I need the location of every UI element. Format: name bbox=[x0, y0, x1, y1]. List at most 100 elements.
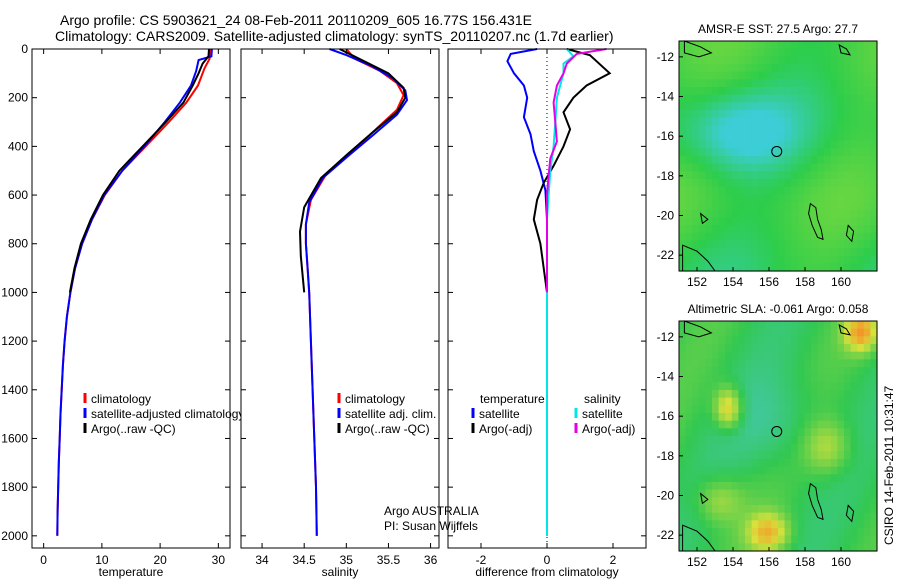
map-cell bbox=[758, 351, 766, 360]
legend-label: Argo(..raw -QC) bbox=[91, 422, 176, 436]
map-cell bbox=[811, 94, 819, 103]
map-cell bbox=[705, 110, 713, 119]
map-cell bbox=[771, 489, 779, 498]
map-cell bbox=[738, 163, 746, 172]
map-cell bbox=[718, 202, 726, 211]
map-cell bbox=[679, 140, 687, 149]
map-cell bbox=[784, 336, 792, 345]
map-cell bbox=[784, 64, 792, 73]
map-cell bbox=[863, 528, 871, 537]
map-cell bbox=[870, 194, 878, 203]
map-cell bbox=[797, 459, 805, 468]
map-cell bbox=[830, 255, 838, 264]
map-cell bbox=[797, 133, 805, 142]
map-cell bbox=[830, 397, 838, 406]
map-cell bbox=[698, 505, 706, 514]
y-tick-label: -12 bbox=[657, 330, 675, 344]
map-cell bbox=[844, 110, 852, 119]
coastline bbox=[683, 320, 713, 338]
map-cell bbox=[857, 512, 865, 521]
map-cell bbox=[817, 140, 825, 149]
map-cell bbox=[791, 255, 799, 264]
map-cell bbox=[771, 520, 779, 529]
map-cell bbox=[824, 528, 832, 537]
map-cell bbox=[745, 428, 753, 437]
map-cell bbox=[751, 202, 759, 211]
map-cell bbox=[738, 179, 746, 188]
map-cell bbox=[804, 489, 812, 498]
map-cell bbox=[738, 390, 746, 399]
map-cell bbox=[705, 505, 713, 514]
map-cell bbox=[751, 186, 759, 195]
map-cell bbox=[731, 133, 739, 142]
map-cell bbox=[797, 41, 805, 50]
map-cell bbox=[844, 248, 852, 257]
map-cell bbox=[705, 56, 713, 65]
map-cell bbox=[751, 255, 759, 264]
map-cell bbox=[745, 133, 753, 142]
map-cell bbox=[692, 505, 700, 514]
map-cell bbox=[824, 466, 832, 475]
map-cell bbox=[844, 397, 852, 406]
map-cell bbox=[863, 321, 871, 330]
map-cell bbox=[725, 71, 733, 80]
map-cell bbox=[751, 71, 759, 80]
map-cell bbox=[731, 179, 739, 188]
map-cell bbox=[804, 110, 812, 119]
map-cell bbox=[692, 125, 700, 134]
map-cell bbox=[817, 117, 825, 126]
map-cell bbox=[824, 171, 832, 180]
map-cell bbox=[870, 263, 878, 272]
map-cell bbox=[751, 505, 759, 514]
map-cell bbox=[712, 209, 720, 218]
map-cell bbox=[811, 497, 819, 506]
map-cell bbox=[771, 133, 779, 142]
map-cell bbox=[850, 71, 858, 80]
map-cell bbox=[738, 428, 746, 437]
map-cell bbox=[824, 202, 832, 211]
map-cell bbox=[718, 117, 726, 126]
map-cell bbox=[870, 79, 878, 88]
map-cell bbox=[784, 79, 792, 88]
map-cell bbox=[830, 248, 838, 257]
map-cell bbox=[731, 497, 739, 506]
map-cell bbox=[811, 148, 819, 157]
map-cell bbox=[679, 512, 687, 521]
map-cell bbox=[817, 186, 825, 195]
map-cell bbox=[738, 344, 746, 353]
map-cell bbox=[685, 367, 693, 376]
x-tick-label: 154 bbox=[723, 275, 743, 289]
map-cell bbox=[837, 474, 845, 483]
map-cell bbox=[817, 48, 825, 57]
y-tick-label: 2000 bbox=[1, 529, 28, 543]
map-cell bbox=[751, 225, 759, 234]
map-cell bbox=[685, 71, 693, 80]
map-cell bbox=[837, 255, 845, 264]
map-cell bbox=[731, 255, 739, 264]
map-cell bbox=[712, 497, 720, 506]
map-cell bbox=[817, 125, 825, 134]
map-cell bbox=[804, 397, 812, 406]
map-cell bbox=[837, 436, 845, 445]
map-cell bbox=[804, 232, 812, 241]
map-cell bbox=[791, 359, 799, 368]
map-cell bbox=[830, 520, 838, 529]
map-cell bbox=[837, 505, 845, 514]
map-cell bbox=[778, 102, 786, 111]
map-cell bbox=[751, 79, 759, 88]
map-cell bbox=[791, 240, 799, 249]
map-cell bbox=[745, 240, 753, 249]
map-cell bbox=[857, 79, 865, 88]
map-cell bbox=[870, 520, 878, 529]
map-cell bbox=[811, 125, 819, 134]
map-cell bbox=[771, 390, 779, 399]
map-cell bbox=[705, 240, 713, 249]
map-cell bbox=[725, 125, 733, 134]
map-cell bbox=[837, 140, 845, 149]
map-cell bbox=[778, 94, 786, 103]
map-cell bbox=[830, 482, 838, 491]
map-cell bbox=[758, 382, 766, 391]
map-cell bbox=[778, 117, 786, 126]
map-cell bbox=[791, 351, 799, 360]
map-cell bbox=[731, 321, 739, 330]
